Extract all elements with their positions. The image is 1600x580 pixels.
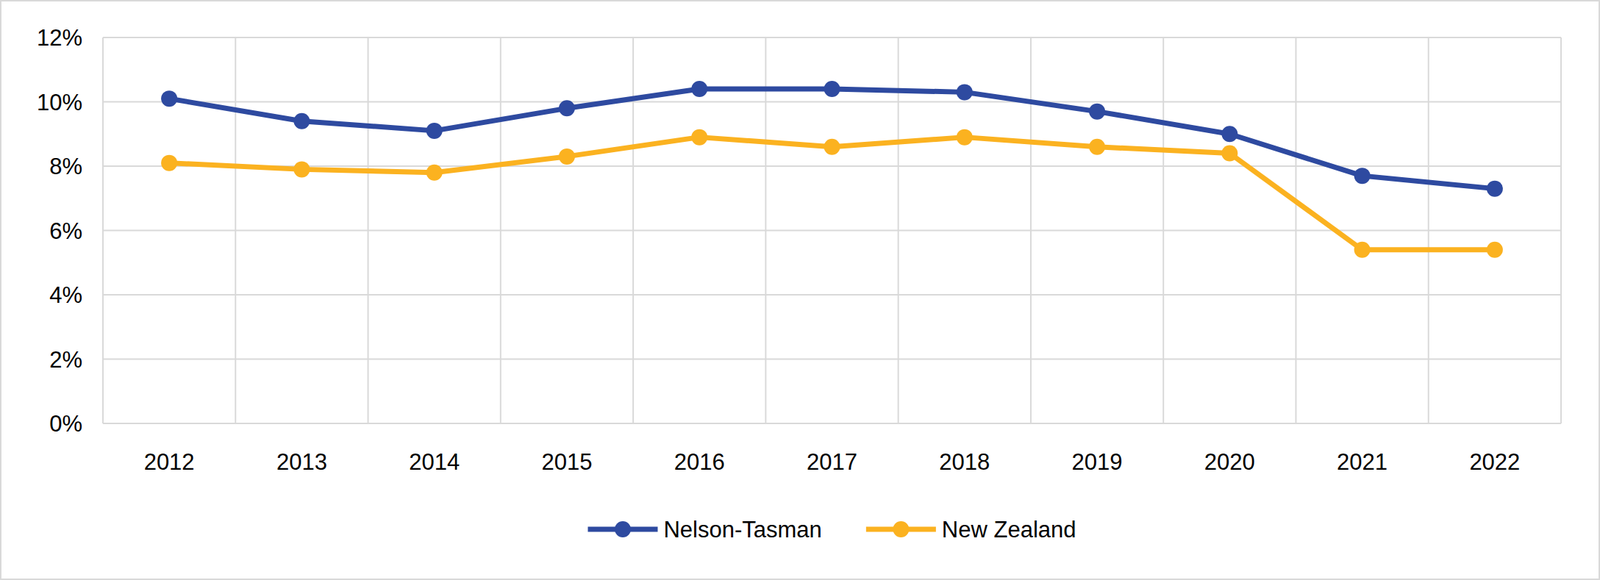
series-marker (161, 90, 178, 107)
series-marker (1221, 145, 1238, 162)
series-marker (161, 155, 178, 172)
x-tick-label: 2019 (1072, 449, 1123, 475)
y-grid-line (102, 294, 1562, 296)
legend-marker (892, 521, 909, 538)
x-grid-line (1560, 37, 1562, 424)
legend-label: New Zealand (941, 516, 1077, 543)
series-marker (426, 164, 443, 181)
x-grid-line (632, 37, 634, 424)
legend-item: Nelson-Tasman (587, 516, 822, 543)
series-marker (293, 161, 310, 178)
grid (102, 37, 1562, 424)
x-grid-line (500, 37, 502, 424)
series-line (169, 88, 1495, 189)
legend-marker (614, 521, 631, 538)
x-tick-label: 2012 (144, 449, 195, 475)
x-grid-line (1162, 37, 1164, 424)
x-tick-label: 2013 (276, 449, 328, 475)
x-tick-label: 2014 (408, 449, 460, 475)
x-tick-label: 2017 (806, 449, 858, 475)
series-marker (558, 148, 575, 165)
series-marker (824, 138, 841, 156)
y-tick-label: 10% (36, 89, 83, 116)
series-marker (1486, 180, 1503, 198)
x-grid-line (1427, 37, 1430, 424)
x-tick-label: 2020 (1204, 449, 1256, 475)
y-tick-label: 6% (49, 218, 83, 245)
x-grid-line (1294, 37, 1297, 424)
y-tick-label: 12% (36, 25, 83, 51)
y-tick-label: 8% (49, 153, 83, 180)
series-marker (956, 129, 973, 146)
series-marker (691, 80, 708, 98)
legend-label: Nelson-Tasman (663, 516, 822, 543)
x-grid-line (234, 37, 237, 424)
y-grid-line (102, 165, 1562, 167)
y-grid-line (102, 422, 1562, 425)
chart-container: 0% 2% 4% 6% 8% 10% 12% 2012 2013 2014 2015 2016 2017… (0, 0, 1600, 580)
series-marker (558, 100, 575, 117)
x-grid-line (897, 37, 900, 424)
plot-area (161, 80, 1503, 259)
y-grid-line (102, 101, 1562, 103)
x-grid-line (1030, 37, 1032, 424)
x-grid-line (764, 37, 767, 424)
legend-item: New Zealand (866, 516, 1077, 543)
chart-border (0, 0, 1600, 580)
y-grid-line (102, 358, 1562, 361)
chart-svg: 0% 2% 4% 6% 8% 10% 12% 2012 2013 2014 2015 2016 2017… (0, 0, 1600, 580)
series-marker (1354, 167, 1371, 184)
x-tick-label: 2021 (1336, 449, 1388, 475)
series-marker (956, 83, 973, 100)
series-line (169, 137, 1495, 250)
x-tick-label: 2018 (938, 449, 990, 475)
y-tick-label: 2% (49, 347, 83, 373)
y-grid-line (102, 230, 1562, 232)
series-marker (691, 129, 708, 146)
series-marker (1088, 103, 1106, 120)
series-marker (824, 80, 841, 98)
series-marker (1354, 241, 1371, 259)
x-tick-label: 2022 (1469, 449, 1520, 475)
x-grid-line (367, 37, 370, 424)
y-tick-label: 4% (49, 282, 83, 309)
y-tick-label: 0% (49, 411, 83, 437)
series-marker (1088, 138, 1106, 156)
series-marker (426, 122, 443, 139)
legend: Nelson-Tasman New Zealand (587, 516, 1076, 543)
x-tick-label: 2016 (674, 449, 725, 475)
y-grid-line (102, 36, 1562, 39)
x-grid-line (102, 37, 104, 424)
series-marker (1221, 125, 1238, 142)
x-tick-label: 2015 (541, 449, 592, 475)
series-marker (1486, 241, 1503, 259)
series-marker (293, 113, 310, 130)
